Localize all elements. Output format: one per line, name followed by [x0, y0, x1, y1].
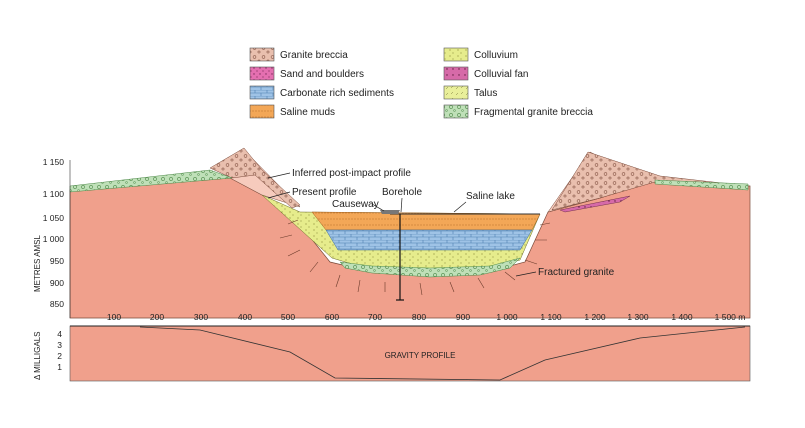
distance-tick: 1 500 m — [715, 312, 746, 322]
legend-item-colluvial-fan: Colluvial fan — [443, 66, 528, 81]
elevation-tick: 900 — [50, 278, 64, 288]
distance-tick: 800 — [412, 312, 426, 322]
elevation-tick: 950 — [50, 256, 64, 266]
legend-item-carbonate: Carbonate rich sediments — [249, 85, 394, 100]
fractured-granite-label: Fractured granite — [538, 267, 615, 278]
legend-label: Fragmental granite breccia — [474, 107, 593, 118]
causeway — [380, 210, 400, 214]
gravity-profile-label: GRAVITY PROFILE — [385, 351, 456, 360]
gravity-panel-background — [69, 325, 751, 382]
legend-item-sand-and-boulders: Sand and boulders — [249, 66, 364, 81]
legend-label: Colluvial fan — [474, 69, 528, 80]
annotations: Inferred post-impact profile Present pro… — [267, 168, 615, 278]
legend-label: Saline muds — [280, 107, 335, 118]
saline-lake-label: Saline lake — [466, 191, 515, 202]
legend-label: Sand and boulders — [280, 69, 364, 80]
distance-tick: 1 200 — [584, 312, 606, 322]
legend-label: Colluvium — [474, 50, 518, 61]
colluvial-fan-right — [559, 195, 631, 213]
inferred-profile-label: Inferred post-impact profile — [292, 168, 411, 179]
distance-tick: 1 300 — [627, 312, 649, 322]
distance-tick: 1 000 — [496, 312, 518, 322]
legend: Granite breccia Sand and boulders Carbon… — [249, 47, 593, 119]
elevation-axis-label: METRES AMSL — [33, 235, 42, 292]
legend-label: Carbonate rich sediments — [280, 88, 394, 99]
distance-tick: 200 — [150, 312, 164, 322]
distance-tick: 900 — [456, 312, 470, 322]
fragmental-breccia-base — [339, 257, 521, 278]
legend-label: Granite breccia — [280, 50, 348, 61]
distance-tick: 600 — [325, 312, 339, 322]
legend-item-colluvium: Colluvium — [443, 47, 518, 62]
legend-item-talus: Talus — [443, 85, 497, 100]
elevation-tick: 1 000 — [43, 234, 65, 244]
legend-label: Talus — [474, 88, 497, 99]
gravity-profile-panel: GRAVITY PROFILE Δ MILLIGALS 4 3 2 1 — [33, 325, 751, 382]
legend-item-saline-muds: Saline muds — [249, 104, 335, 119]
causeway-label: Causeway — [332, 199, 379, 210]
distance-tick: 1 100 — [540, 312, 562, 322]
legend-item-granite-breccia: Granite breccia — [249, 47, 348, 62]
cross-section: Inferred post-impact profile Present pro… — [69, 147, 751, 319]
saline-muds-layer — [311, 211, 541, 231]
gravity-profile-line — [139, 326, 746, 381]
granite-breccia-left — [209, 147, 301, 209]
elevation-tick: 1 150 — [43, 157, 65, 167]
distance-tick: 500 — [281, 312, 295, 322]
fracture-marks — [279, 219, 551, 296]
present-profile-label: Present profile — [292, 187, 357, 198]
legend-item-fragmental-breccia: Fragmental granite breccia — [443, 104, 593, 119]
distance-tick: 400 — [238, 312, 252, 322]
distance-tick: 700 — [368, 312, 382, 322]
elevation-tick: 1 100 — [43, 189, 65, 199]
elevation-axis: METRES AMSL 1 150 1 100 1 050 1 000 950 … — [33, 157, 71, 318]
distance-tick: 1 400 — [671, 312, 693, 322]
gravity-tick: 4 — [57, 329, 62, 339]
carbonate-layer — [325, 229, 533, 251]
fragmental-breccia-right — [654, 179, 749, 191]
elevation-tick: 1 050 — [43, 213, 65, 223]
distance-axis: 100 200 300 400 500 600 700 800 900 1 00… — [107, 312, 745, 322]
gravity-tick: 1 — [57, 362, 62, 372]
elevation-tick: 850 — [50, 299, 64, 309]
gravity-axis-label: Δ MILLIGALS — [33, 332, 42, 380]
distance-tick: 100 — [107, 312, 121, 322]
gravity-tick: 2 — [57, 351, 62, 361]
borehole-label: Borehole — [382, 187, 422, 198]
gravity-tick: 3 — [57, 340, 62, 350]
distance-tick: 300 — [194, 312, 208, 322]
